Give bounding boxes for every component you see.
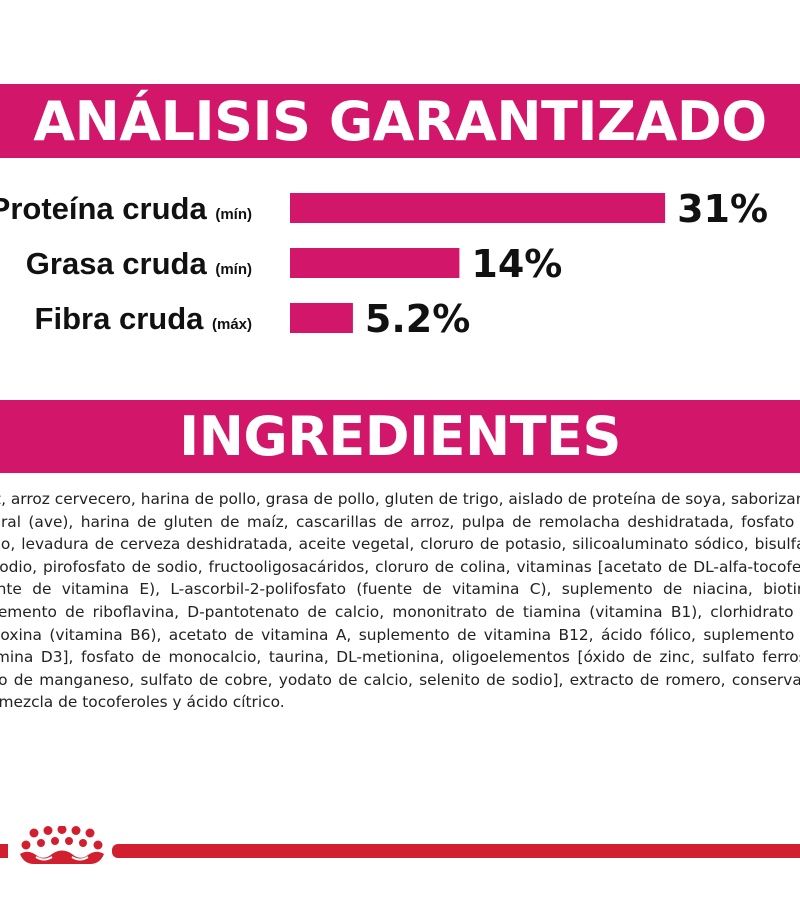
ingredients-header-title: INGREDIENTES	[179, 405, 621, 468]
value-label: 5.2%	[365, 297, 470, 341]
category-label: Fibra cruda (máx)	[35, 301, 252, 336]
category-label: Proteína cruda (mín)	[0, 191, 252, 226]
analysis-header-banner: ANÁLISIS GARANTIZADO	[0, 84, 800, 158]
category-qualifier: (mín)	[215, 261, 252, 278]
category-qualifier: (mín)	[215, 206, 252, 223]
bar	[290, 193, 666, 223]
bar	[290, 248, 460, 278]
value-label: 14%	[471, 242, 562, 286]
ingredients-text: Maíz, arroz cervecero, harina de pollo, …	[0, 490, 800, 712]
analysis-header-title: ANÁLISIS GARANTIZADO	[33, 90, 767, 153]
ingredients-header-banner: INGREDIENTES	[0, 400, 800, 473]
bar	[290, 303, 353, 333]
royal-crown-icon	[20, 826, 104, 864]
footer-rule-right	[112, 844, 800, 858]
category-label: Grasa cruda (mín)	[26, 246, 252, 281]
category-name: Fibra cruda	[35, 301, 212, 336]
category-name: Grasa cruda	[26, 246, 216, 281]
footer-rule-left	[0, 844, 8, 858]
guaranteed-analysis-chart: Proteína cruda (mín) 31% Grasa cruda (mín)…	[0, 187, 768, 341]
value-label: 31%	[677, 187, 768, 231]
category-qualifier: (máx)	[212, 316, 252, 333]
category-name: Proteína cruda	[0, 191, 215, 226]
